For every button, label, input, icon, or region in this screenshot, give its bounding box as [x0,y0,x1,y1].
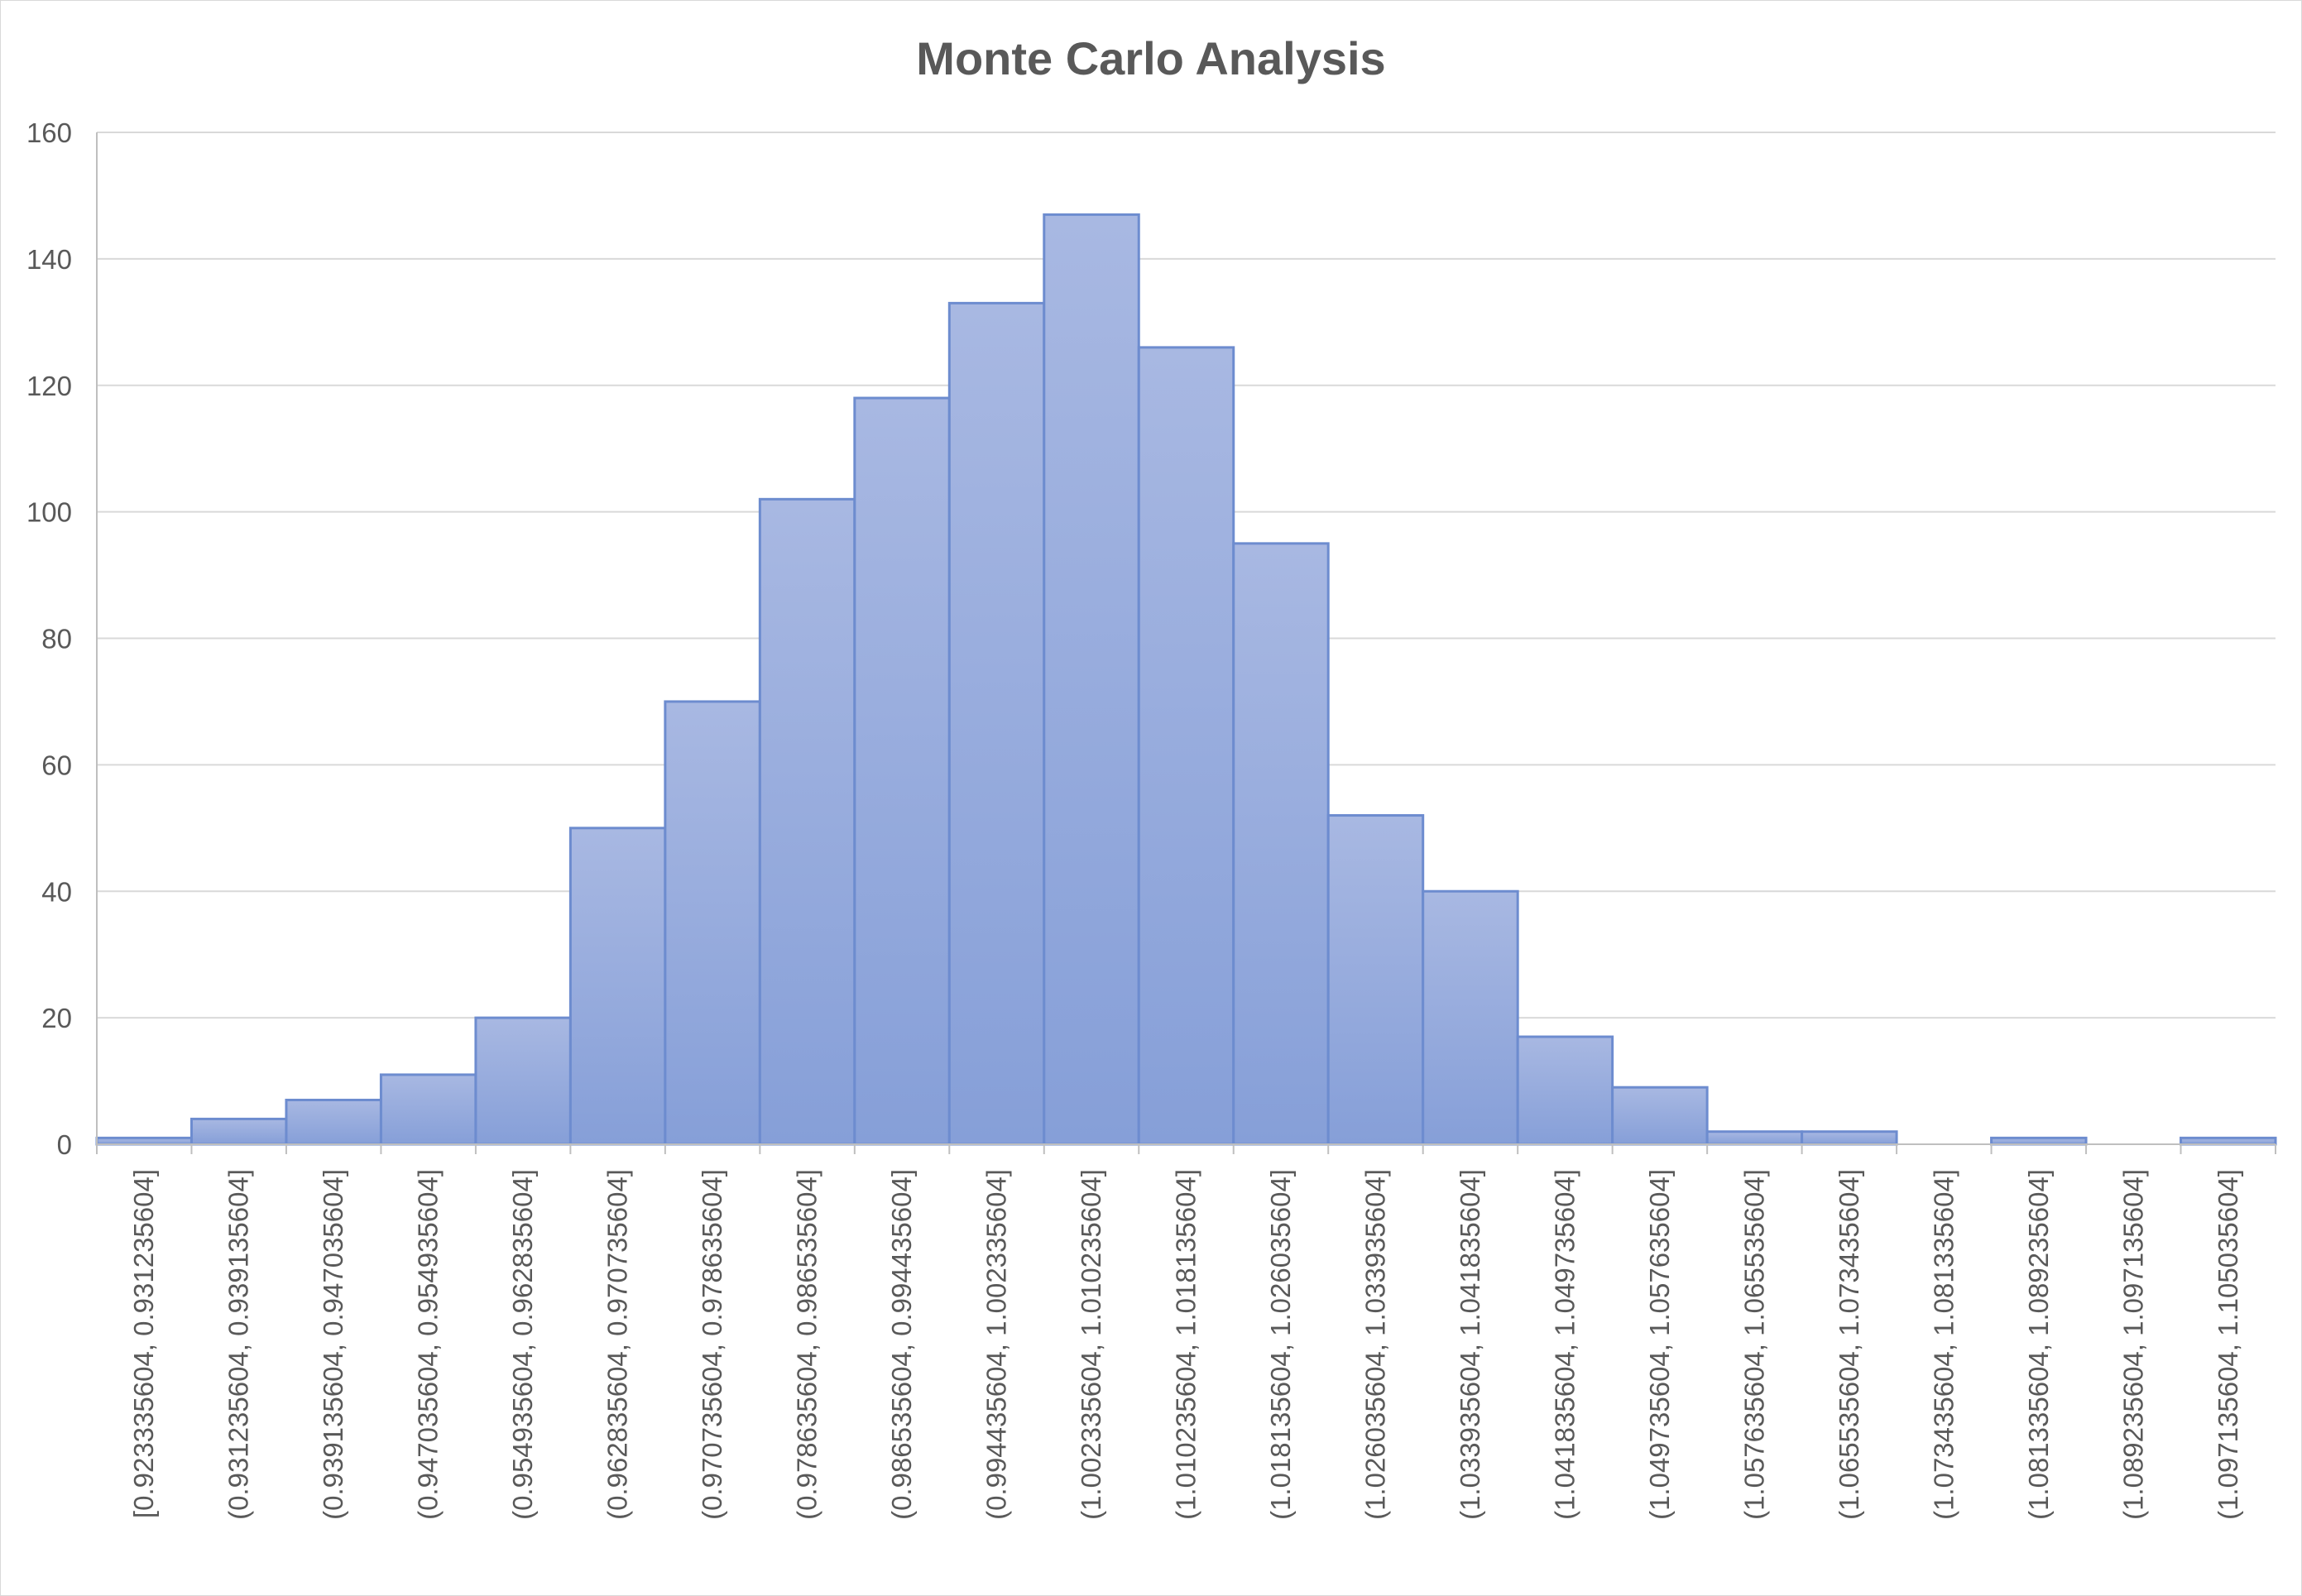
x-category-label: (1.026035604, 1.033935604] [1360,1169,1390,1520]
histogram-bar [853,396,951,1146]
y-tick-label: 80 [41,624,72,654]
histogram-bar [474,1016,572,1146]
histogram-bar [568,827,667,1146]
x-category-label: (0.978635604, 0.986535604] [792,1169,822,1520]
y-tick-label: 20 [41,1003,72,1033]
histogram-bar [1611,1086,1709,1146]
histogram-bar [189,1117,288,1146]
x-category-label: (0.970735604, 0.978635604] [697,1169,727,1520]
x-category-label: (1.002335604, 1.010235604] [1076,1169,1106,1520]
histogram-bar [664,700,761,1146]
y-tick-label: 120 [26,371,72,401]
x-category-label: (1.049735604, 1.057635604] [1644,1169,1675,1520]
y-tick-label: 100 [26,497,72,528]
histogram-bar [1137,346,1235,1146]
histogram-bar [1990,1136,2088,1146]
histogram-bar [1422,889,1519,1146]
x-category-label: (1.089235604, 1.097135604] [2117,1169,2148,1520]
x-category-label: (1.018135604, 1.026035604] [1265,1169,1296,1520]
x-category-label: (0.931235604, 0.939135604] [223,1169,254,1520]
histogram-bar [1705,1130,1804,1146]
bars [95,213,2277,1146]
histogram-bar [1326,814,1425,1146]
x-category-label: (1.057635604, 1.065535604] [1738,1169,1769,1520]
histogram-bar [1516,1035,1614,1146]
y-axis-ticks: 0 20 40 60 80 100 120 140 160 [26,117,72,1160]
histogram-bar [95,1136,193,1146]
x-category-label: [0.923335604, 0.931235604] [128,1169,159,1518]
x-category-label: (0.947035604, 0.954935604] [413,1169,444,1520]
x-category-label: (1.097135604, 1.105035604] [2213,1169,2243,1520]
x-category-label: (0.954935604, 0.962835604] [507,1169,538,1520]
histogram-bar [947,301,1046,1146]
histogram-bar [1232,542,1330,1146]
x-category-label: (1.010235604, 1.018135604] [1171,1169,1201,1520]
histogram-bar [1801,1130,1898,1146]
y-tick-label: 60 [41,750,72,780]
histogram-bar [285,1098,382,1146]
x-category-label: (1.065535604, 1.073435604] [1834,1169,1864,1520]
histogram-bar [379,1073,477,1146]
x-category-label: (1.081335604, 1.089235604] [2023,1169,2054,1520]
y-tick-label: 160 [26,117,72,148]
histogram-bar [2180,1136,2277,1146]
axes [96,132,2276,1154]
histogram-bar [758,497,856,1146]
x-category-label: (0.986535604, 0.994435604] [886,1169,917,1520]
x-category-label: (0.939135604, 0.947035604] [318,1169,348,1520]
x-axis-labels: [0.923335604, 0.931235604] (0.931235604, … [128,1169,2243,1520]
y-tick-label: 0 [57,1129,72,1160]
x-category-label: (0.962835604, 0.970735604] [602,1169,633,1520]
x-category-label: (0.994435604, 1.002335604] [981,1169,1012,1520]
chart-title: Monte Carlo Analysis [916,32,1385,84]
x-category-label: (1.041835604, 1.049735604] [1549,1169,1580,1520]
histogram-bar [1043,213,1140,1146]
y-tick-label: 140 [26,244,72,275]
y-tick-label: 40 [41,876,72,907]
x-category-label: (1.073435604, 1.081335604] [1928,1169,1959,1520]
x-category-label: (1.033935604, 1.041835604] [1455,1169,1485,1520]
